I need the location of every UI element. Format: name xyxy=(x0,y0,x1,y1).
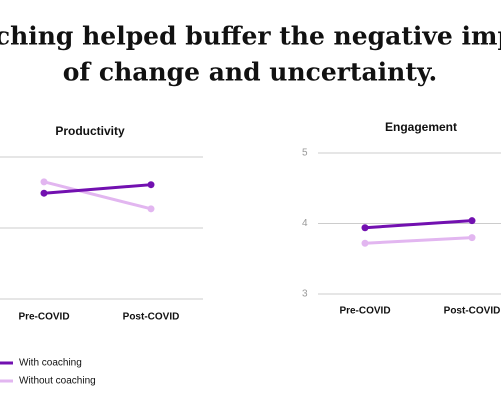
y-tick-label: 4 xyxy=(302,218,308,229)
point xyxy=(40,189,48,197)
x-tick-label: Post-COVID xyxy=(123,312,180,323)
point xyxy=(147,181,155,189)
series-line xyxy=(364,236,473,245)
x-tick-label: Pre-COVID xyxy=(18,312,69,323)
point xyxy=(40,178,48,186)
x-tick-label: Post-COVID xyxy=(444,306,501,317)
point xyxy=(361,239,369,247)
chart-title: Engagement xyxy=(385,120,457,134)
y-tick-label: 3 xyxy=(302,289,308,300)
headline: Coaching helped buffer the negative impa… xyxy=(0,22,501,51)
chart-title: Productivity xyxy=(55,124,125,138)
point xyxy=(468,234,476,242)
x-tick-label: Pre-COVID xyxy=(339,306,390,317)
point xyxy=(361,224,369,232)
series-line xyxy=(43,183,152,195)
series-line xyxy=(364,219,473,230)
point xyxy=(468,217,476,225)
point xyxy=(147,205,155,213)
legend-label: Without coaching xyxy=(19,376,96,387)
series-line xyxy=(43,180,152,211)
legend-label: With coaching xyxy=(19,358,82,369)
y-tick-label: 5 xyxy=(302,148,308,159)
headline: of change and uncertainty. xyxy=(63,58,438,87)
